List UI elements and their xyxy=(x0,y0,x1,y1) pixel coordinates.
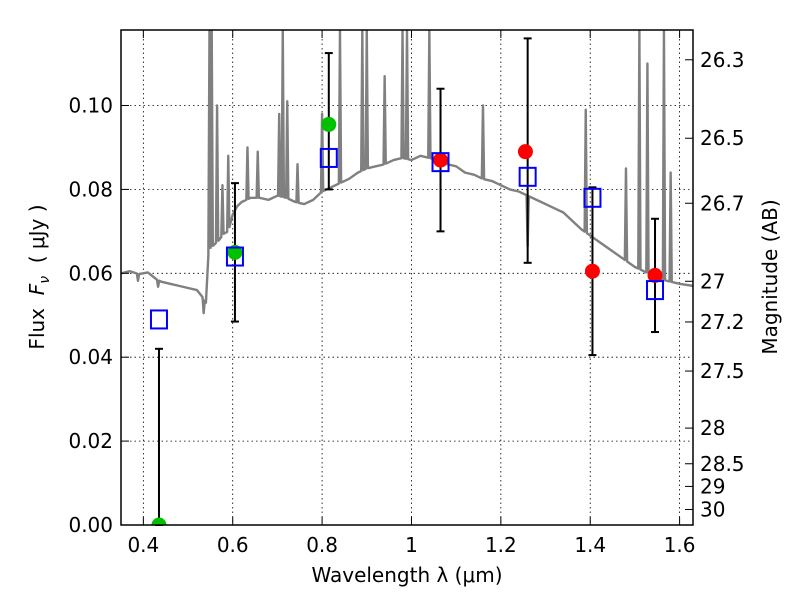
y-axis-label: Flux Fν ( μJy ) xyxy=(25,204,53,349)
model-flux-square xyxy=(518,166,537,187)
green-data-point xyxy=(321,116,337,132)
model-spectrum xyxy=(121,30,693,315)
y2-tick-label: 28 xyxy=(700,416,725,440)
y2-tick-label: 26.5 xyxy=(700,126,745,150)
x-tick-label: 1 xyxy=(405,533,418,557)
model-flux-square xyxy=(225,246,244,267)
model-flux-square xyxy=(583,187,602,208)
x-tick-label: 1.4 xyxy=(574,533,606,557)
y-tick-label: 0.06 xyxy=(68,261,113,285)
y-tick-label: 0.02 xyxy=(68,429,113,453)
y-tick-label: 0.08 xyxy=(68,177,113,201)
x-tick-label: 0.8 xyxy=(306,533,338,557)
data-markers xyxy=(149,116,665,525)
y2-axis-label: Magnitude (AB) xyxy=(758,199,782,354)
y-tick-label: 0.04 xyxy=(68,345,113,369)
y-axis-ticks: 0.00 0.02 0.04 0.06 0.08 0.10 xyxy=(68,94,129,537)
red-data-point xyxy=(433,152,449,168)
y2-tick-label: 27 xyxy=(700,269,725,293)
y2-tick-label: 29 xyxy=(700,474,725,498)
red-data-point xyxy=(584,263,600,279)
x-axis-label: Wavelength λ (μm) xyxy=(311,563,502,587)
y2-tick-label: 27.5 xyxy=(700,359,745,383)
x-tick-label: 1.2 xyxy=(485,533,517,557)
x-tick-label: 0.4 xyxy=(127,533,159,557)
y-tick-label: 0.10 xyxy=(68,94,113,118)
y2-tick-label: 30 xyxy=(700,497,725,521)
x-tick-label: 0.6 xyxy=(217,533,249,557)
model-flux-square xyxy=(149,309,168,330)
y-tick-label: 0.00 xyxy=(68,513,113,537)
y2-tick-label: 28.5 xyxy=(700,452,745,476)
green-data-point xyxy=(151,517,167,525)
plot-frame xyxy=(120,29,694,526)
y2-tick-label: 27.2 xyxy=(700,310,745,334)
spectrum-line xyxy=(121,30,693,315)
x-tick-label: 1.6 xyxy=(664,533,696,557)
y2-tick-label: 26.3 xyxy=(700,48,745,72)
model-flux-square xyxy=(431,152,450,173)
model-flux-square xyxy=(319,147,338,168)
red-data-point xyxy=(517,144,533,160)
y2-tick-label: 26.7 xyxy=(700,191,745,215)
x-axis-ticks: 0.4 0.6 0.8 1 1.2 1.4 1.6 xyxy=(127,30,696,557)
green-data-point xyxy=(227,244,243,260)
red-data-point xyxy=(647,267,663,283)
model-flux-square xyxy=(646,280,665,301)
